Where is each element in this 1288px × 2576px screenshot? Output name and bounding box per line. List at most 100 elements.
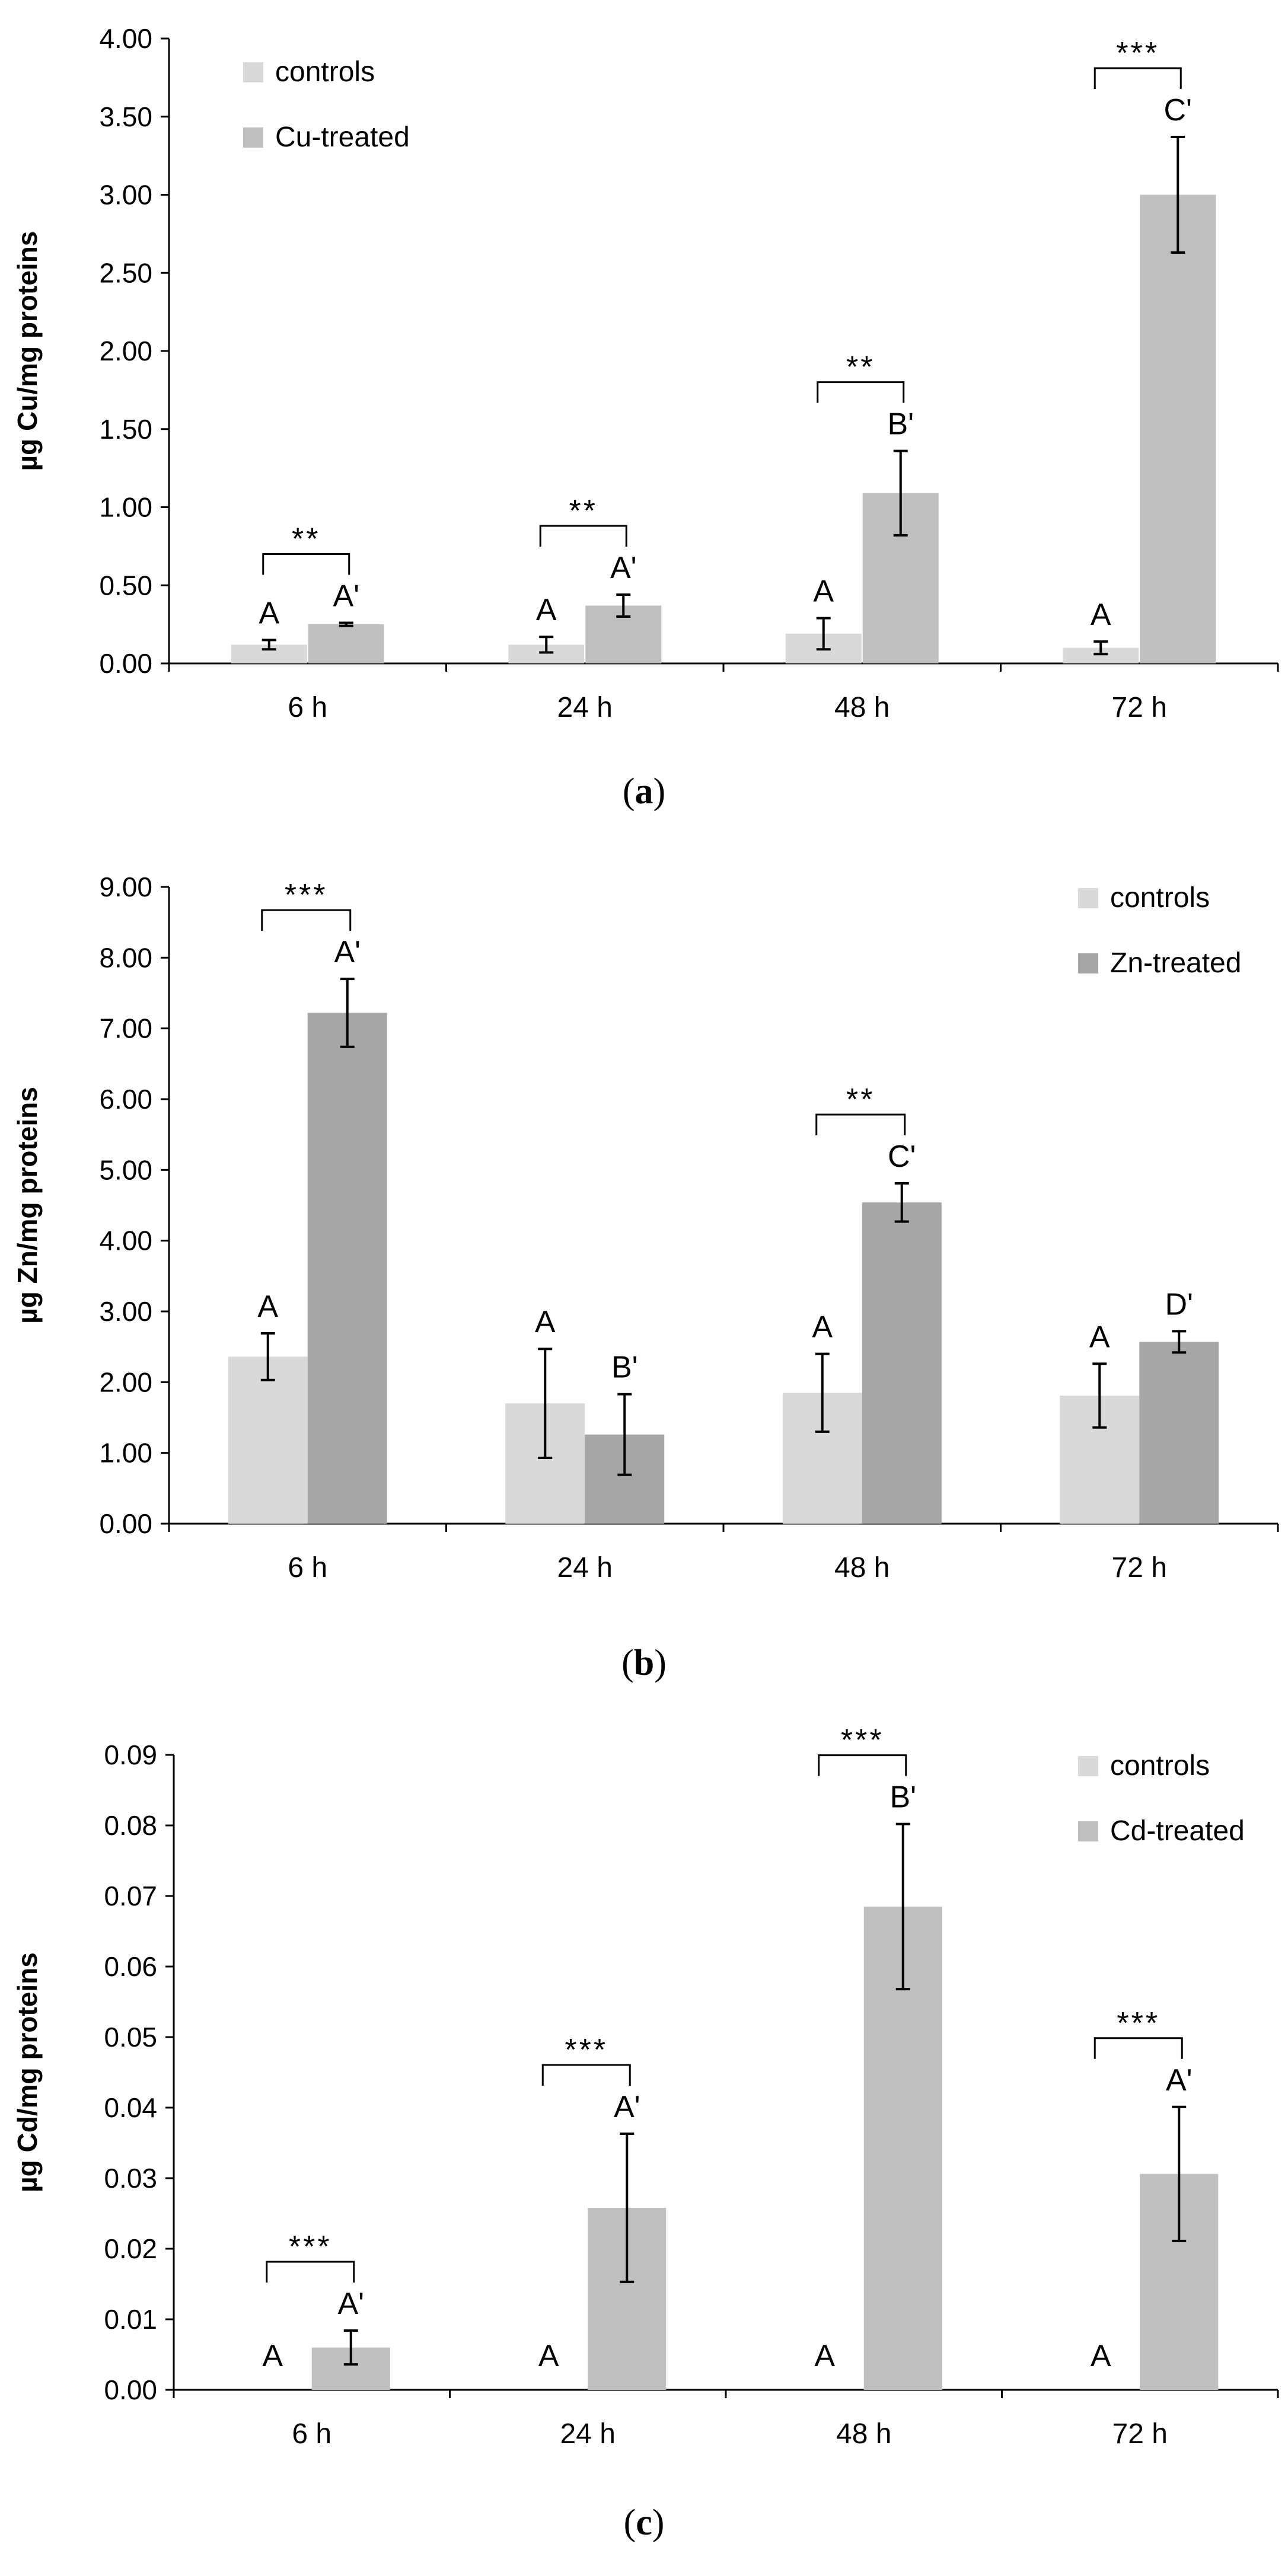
- significance-bracket: [815, 1113, 906, 1136]
- x-tick-label: 72 h: [1112, 1552, 1167, 1584]
- significance-letter: A: [259, 596, 279, 630]
- significance-letter: A: [1091, 2339, 1111, 2373]
- significance-stars: ***: [289, 2230, 332, 2264]
- significance-letter: C': [1164, 93, 1192, 127]
- y-tick-label: 2.00: [99, 1367, 152, 1397]
- chart-panel-a: 0.00 0.50 1.00 1.50 2.00 2.50 3.00 3.50 4.00 µg C…: [12, 23, 1279, 812]
- legend-swatch: [1078, 888, 1098, 908]
- significance-stars: **: [846, 350, 875, 385]
- y-tick-label: 2.50: [99, 257, 152, 288]
- y-tick-label: 3.50: [99, 101, 152, 132]
- y-tick-label: 0.08: [104, 1810, 157, 1841]
- bar-zn-treated: [307, 1013, 387, 1524]
- significance-letter: A: [262, 2339, 283, 2373]
- chart-panel-c: 0.00 0.01 0.02 0.03 0.04 0.05 0.06 0.07 0.08 0.09…: [12, 1723, 1279, 2543]
- y-tick-label: 1.00: [99, 1438, 152, 1469]
- significance-letter: A': [1166, 2063, 1193, 2098]
- legend-swatch: [1078, 1756, 1098, 1776]
- significance-letter: A: [1089, 1320, 1110, 1354]
- y-tick-label: 0.00: [104, 2374, 157, 2405]
- legend-swatch: [243, 127, 263, 148]
- y-tick-label: 0.04: [104, 2092, 157, 2123]
- significance-stars: **: [292, 522, 320, 556]
- x-tick-label: 48 h: [834, 692, 890, 723]
- legend-label: controls: [1110, 882, 1210, 914]
- significance-letter: A: [257, 1289, 278, 1324]
- significance-bracket: [1093, 67, 1182, 90]
- significance-letter: A: [535, 1305, 556, 1339]
- y-tick-label: 1.00: [99, 492, 152, 523]
- significance-bracket: [817, 381, 905, 403]
- significance-letter: A: [813, 574, 834, 609]
- significance-stars: ***: [1116, 36, 1159, 71]
- significance-letter: A': [337, 2287, 364, 2321]
- significance-bracket: [818, 1754, 907, 1776]
- x-tick-label: 6 h: [288, 692, 327, 723]
- y-tick-label: 1.50: [99, 414, 152, 445]
- x-tick-label: 72 h: [1112, 692, 1167, 723]
- legend-label: Cu-treated: [275, 122, 410, 153]
- legend-swatch: [1078, 1821, 1098, 1841]
- significance-stars: ***: [565, 2033, 608, 2067]
- significance-letter: A: [1091, 598, 1111, 632]
- panel-label: (a): [623, 771, 665, 812]
- significance-bracket: [539, 525, 627, 547]
- y-tick-label: 4.00: [99, 1225, 152, 1256]
- significance-letter: A: [536, 593, 557, 627]
- panel-label-close: ): [652, 2502, 665, 2543]
- x-tick-label: 48 h: [836, 2418, 891, 2450]
- y-tick-label: 0.09: [104, 1739, 157, 1770]
- y-tick-label: 0.05: [104, 2022, 157, 2052]
- legend-label: Zn-treated: [1110, 947, 1241, 979]
- x-tick-label: 6 h: [292, 2418, 331, 2450]
- y-tick-label: 8.00: [99, 942, 152, 973]
- significance-stars: **: [846, 1083, 875, 1117]
- x-tick-label: 24 h: [557, 692, 613, 723]
- significance-letter: B': [611, 1351, 638, 1385]
- panel-label-open: (: [623, 771, 635, 812]
- x-tick-label: 24 h: [557, 1552, 613, 1584]
- y-axis-title: µg Cu/mg proteins: [12, 231, 43, 471]
- significance-letter: A: [814, 2339, 835, 2373]
- panel-label-letter: a: [635, 771, 653, 812]
- y-tick-label: 0.50: [99, 570, 152, 601]
- bar-zn-treated: [862, 1202, 942, 1524]
- significance-letter: C': [888, 1139, 916, 1174]
- significance-letter: B': [890, 1780, 916, 1815]
- significance-letter: A': [333, 579, 359, 613]
- y-tick-label: 0.07: [104, 1881, 157, 1911]
- significance-bracket: [261, 909, 352, 931]
- significance-stars: ***: [285, 878, 328, 912]
- legend-label: controls: [1110, 1750, 1210, 1782]
- legend-label: controls: [275, 56, 375, 88]
- y-axis-title: µg Zn/mg proteins: [12, 1087, 43, 1324]
- y-tick-label: 7.00: [99, 1013, 152, 1044]
- legend-swatch: [1078, 953, 1098, 973]
- x-tick-label: 48 h: [834, 1552, 890, 1584]
- chart-panel-b: 0.00 1.00 2.00 3.00 4.00 5.00 6.00 7.00 8.00 9.00…: [12, 872, 1279, 1683]
- y-tick-label: 0.01: [104, 2304, 157, 2335]
- panel-label-open: (: [624, 2502, 636, 2543]
- significance-letter: A': [614, 2090, 640, 2124]
- x-tick-label: 6 h: [288, 1552, 327, 1584]
- bar-zn-treated: [1139, 1342, 1219, 1524]
- panel-label: (c): [624, 2502, 665, 2543]
- y-tick-label: 0.03: [104, 2163, 157, 2194]
- x-tick-label: 24 h: [560, 2418, 616, 2450]
- y-tick-label: 2.00: [99, 336, 152, 366]
- significance-stars: ***: [1117, 2006, 1160, 2041]
- legend-swatch: [243, 62, 263, 82]
- panel-label-letter: b: [634, 1643, 654, 1683]
- y-tick-label: 0.00: [99, 1508, 152, 1539]
- significance-letter: D': [1165, 1287, 1193, 1321]
- y-axis-title: µg Cd/mg proteins: [12, 1952, 43, 2192]
- significance-letter: A': [334, 935, 361, 969]
- significance-bracket: [1093, 2037, 1183, 2059]
- y-tick-label: 3.00: [99, 1296, 152, 1327]
- x-tick-label: 72 h: [1112, 2418, 1168, 2450]
- y-tick-label: 0.00: [99, 648, 152, 679]
- panel-label-close: ): [654, 1643, 667, 1683]
- panel-label: (b): [621, 1643, 667, 1683]
- legend-label: Cd-treated: [1110, 1815, 1245, 1847]
